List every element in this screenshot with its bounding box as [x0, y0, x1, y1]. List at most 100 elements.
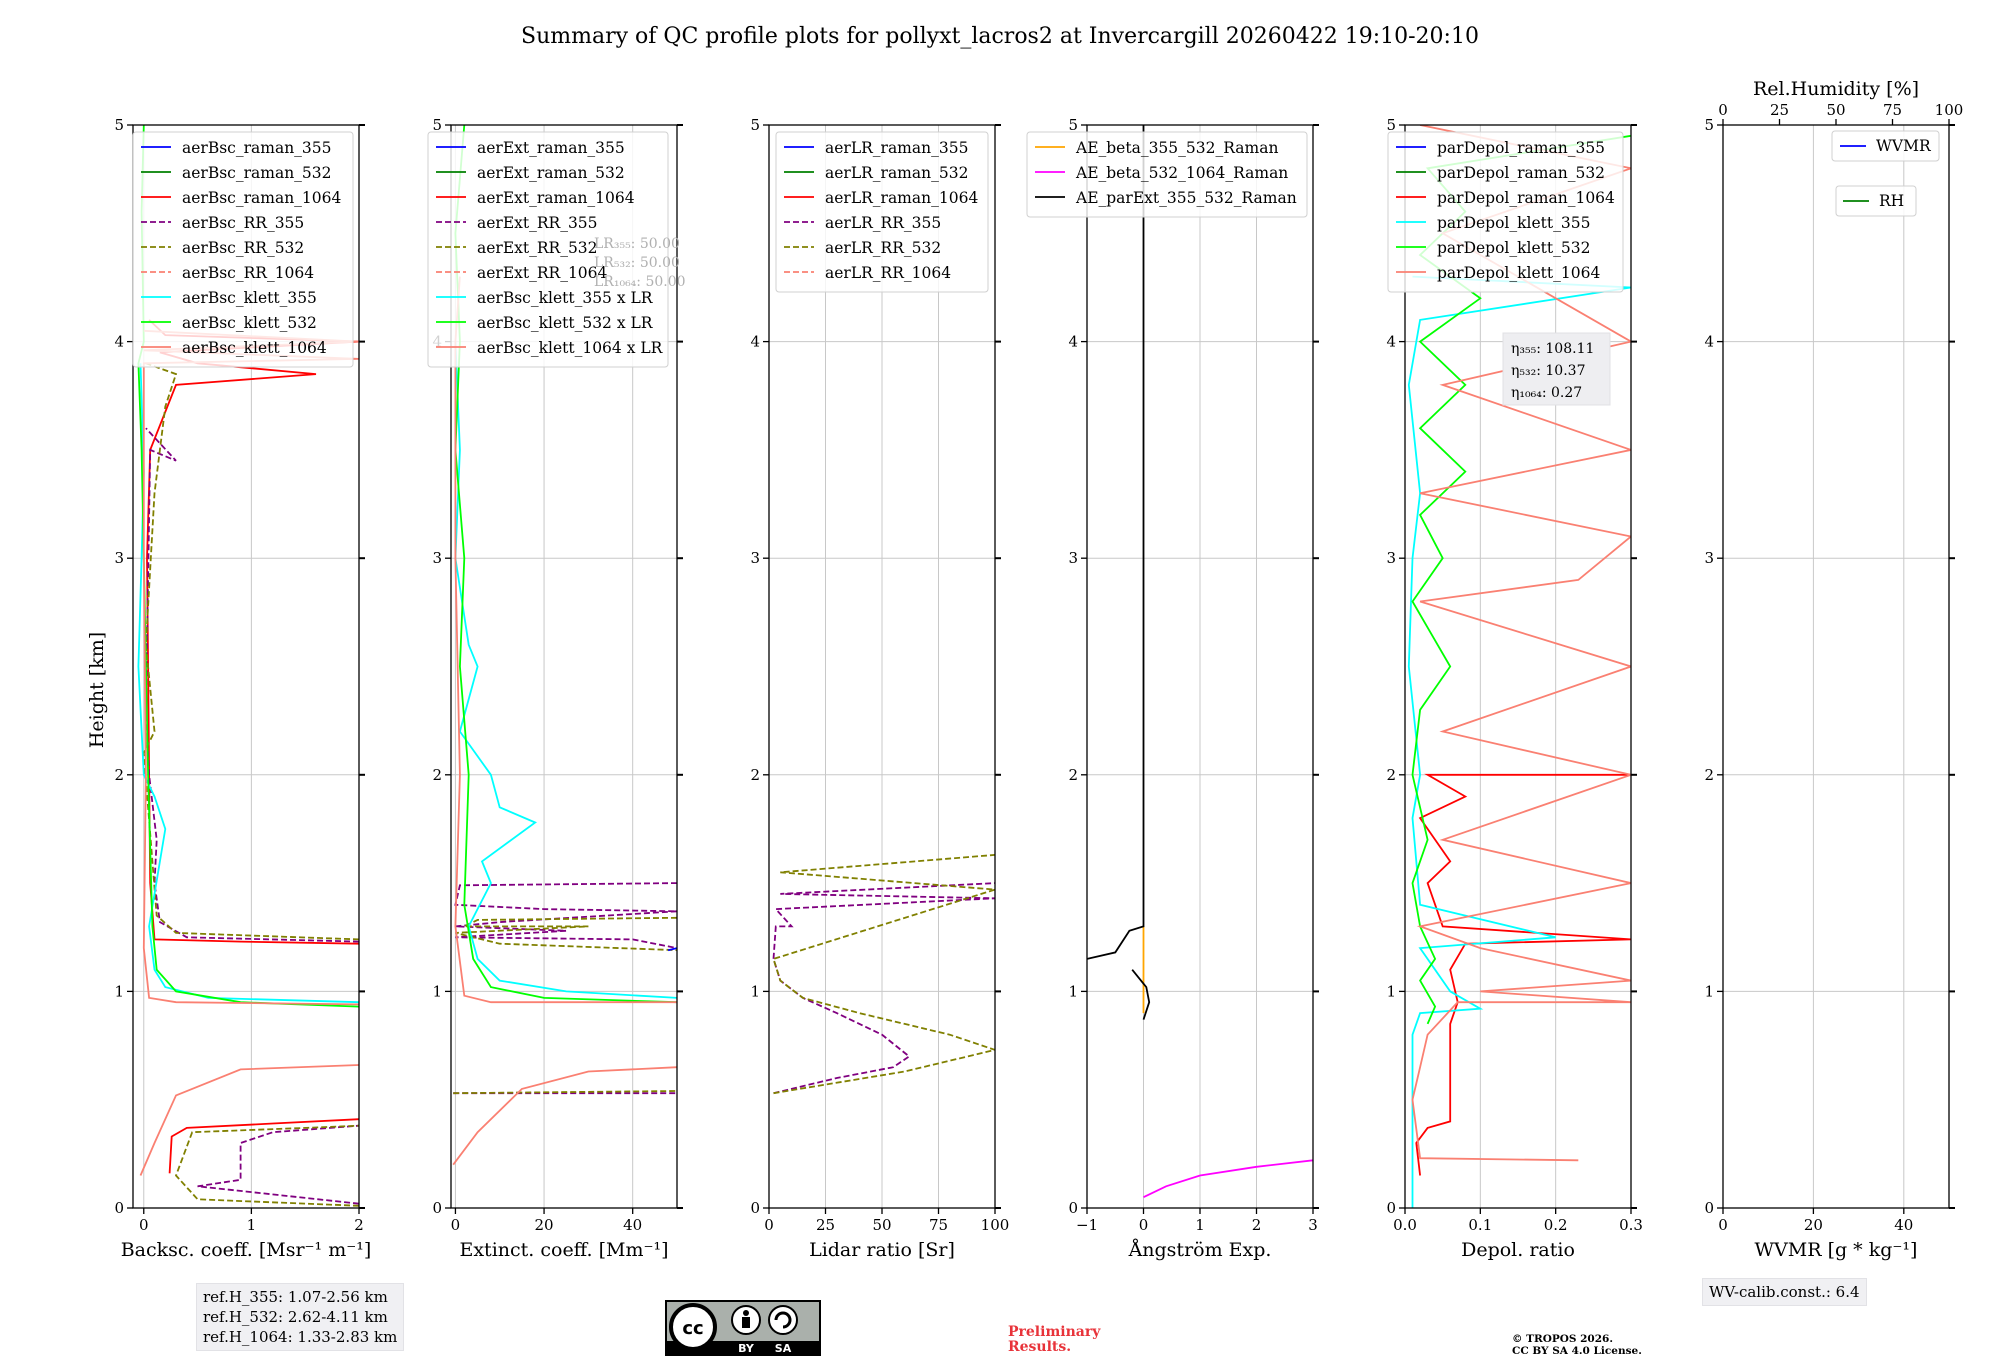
- lr-series-aerLR_RR_355: [772, 882, 995, 1095]
- bsc-xtick-label-0: 0: [139, 1216, 149, 1234]
- panel-bsc: 0 1 2 3 4 5 0 1 2 Backsc. coeff. [Msr⁻¹ m⁻¹] aerBs…: [114, 116, 371, 1261]
- ae-xtick-label-0: −1: [1076, 1216, 1098, 1234]
- lr-legend-label-2: aerLR_raman_1064: [825, 189, 978, 207]
- copyright-line-1: © TROPOS 2026.: [1512, 1333, 1614, 1345]
- depol-ytick-label-2: 2: [1386, 766, 1396, 784]
- depol-legend-label-3: parDepol_klett_355: [1437, 214, 1590, 232]
- bsc-series-aerBsc_RR_532_up: [142, 362, 359, 941]
- preliminary-line-1: Preliminary: [1008, 1324, 1101, 1340]
- ext-x-axis-label: Extinct. coeff. [Mm⁻¹]: [459, 1239, 668, 1261]
- depol-series-parDepol_klett_1064: [1411, 125, 1631, 1162]
- depol-legend-label-2: parDepol_raman_1064: [1437, 189, 1615, 207]
- lr-legend-label-1: aerLR_raman_532: [825, 164, 968, 182]
- ext-legend-label-3: aerExt_RR_355: [477, 214, 598, 232]
- wv-legend-label-rh: RH: [1879, 192, 1904, 210]
- bsc-legend-label-2: aerBsc_raman_1064: [182, 189, 342, 207]
- wv-legend-label-wvmr: WVMR: [1876, 137, 1932, 155]
- ref-height-355: ref.H_355: 1.07-2.56 km: [203, 1288, 388, 1306]
- ext-legend-label-0: aerExt_raman_355: [477, 139, 625, 157]
- lr-legend-label-5: aerLR_RR_1064: [825, 264, 951, 282]
- sa-badge-text: SA: [775, 1342, 792, 1355]
- lr-xtick-label-2: 50: [872, 1216, 891, 1234]
- ae-ytick-label-2: 2: [1068, 766, 1078, 784]
- bsc-series-aerBsc_klett_355: [137, 363, 359, 1004]
- lr-ytick-label-1: 1: [750, 982, 760, 1000]
- ae-legend-label-0: AE_beta_355_532_Raman: [1075, 139, 1278, 157]
- cc-icon: [669, 1303, 717, 1351]
- bsc-legend: aerBsc_raman_355 aerBsc_raman_532 aerBsc_r…: [132, 131, 354, 368]
- ref-height-1064: ref.H_1064: 1.33-2.83 km: [203, 1328, 398, 1346]
- lr-ytick-label-2: 2: [750, 766, 760, 784]
- depol-legend-label-4: parDepol_klett_532: [1437, 239, 1590, 257]
- depol-series-parDepol_klett_355: [1407, 275, 1631, 1208]
- wv-frame: [1722, 124, 1950, 1209]
- lr-ytick-label-5: 5: [750, 116, 760, 134]
- copyright-note: © TROPOS 2026. CC BY SA 4.0 License.: [1512, 1333, 1642, 1357]
- panel-ext: 01234502040Extinct. coeff. [Mm⁻¹]aerExt_…: [427, 116, 686, 1261]
- bsc-legend-label-7: aerBsc_klett_532: [182, 314, 317, 332]
- bsc-ytick-label-2: 2: [114, 766, 124, 784]
- ext-legend-label-7: aerBsc_klett_532 x LR: [477, 314, 654, 332]
- lr-xtick-label-4: 100: [981, 1216, 1010, 1234]
- ext-legend: aerExt_raman_355 aerExt_raman_532 aerExt_r…: [427, 131, 669, 368]
- ref-height-532: ref.H_532: 2.62-4.11 km: [203, 1308, 388, 1326]
- depol-eta-label-0: η₃₅₅: 108.11: [1511, 341, 1594, 357]
- lr-legend: aerLR_raman_355 aerLR_raman_532 aerLR_rama…: [775, 131, 989, 293]
- wv-x-axis-label: WVMR [g * kg⁻¹]: [1755, 1239, 1918, 1261]
- cc-license-badge: cc BY SA: [665, 1300, 821, 1356]
- lr-legend-label-3: aerLR_RR_355: [825, 214, 941, 232]
- sa-share-icon: [768, 1305, 798, 1335]
- ext-ytick-label-2: 2: [432, 766, 442, 784]
- ae-xtick-label-3: 2: [1252, 1216, 1262, 1234]
- lr-x-axis-label: Lidar ratio [Sr]: [809, 1239, 955, 1261]
- depol-legend-box: [1387, 131, 1624, 293]
- ae-legend-label-1: AE_beta_532_1064_Raman: [1075, 164, 1288, 182]
- ext-lr-label-1: LR₅₃₂: 50.00: [594, 255, 680, 271]
- bsc-legend-label-3: aerBsc_RR_355: [182, 214, 304, 232]
- wv-xtick-label-2: 40: [1894, 1216, 1913, 1234]
- lr-legend-box: [775, 131, 989, 293]
- ae-series-AE_parExt_355_532_Raman_a: [1131, 969, 1151, 1020]
- wv-ytick-label-0: 0: [1704, 1199, 1714, 1217]
- depol-x-axis-label: Depol. ratio: [1461, 1239, 1575, 1261]
- ae-xtick-label-1: 0: [1139, 1216, 1149, 1234]
- lr-ytick-label-3: 3: [750, 549, 760, 567]
- ae-series-AE_beta_532_1064_Raman: [1143, 1159, 1313, 1199]
- bsc-series-aerBsc_RR_355_up: [144, 427, 359, 943]
- depol-xtick-label-0: 0.0: [1393, 1216, 1417, 1234]
- wv-top-xtick-label-4: 100: [1935, 101, 1964, 119]
- wv-top-xtick-label-3: 75: [1883, 101, 1902, 119]
- ae-series-group: [1087, 125, 1313, 1199]
- ext-legend-label-2: aerExt_raman_1064: [477, 189, 635, 207]
- wv-top-axis-label: Rel.Humidity [%]: [1753, 78, 1919, 100]
- ext-legend-label-4: aerExt_RR_532: [477, 239, 598, 257]
- ae-legend: AE_beta_355_532_Raman AE_beta_532_1064_Ra…: [1026, 131, 1308, 218]
- bsc-legend-label-0: aerBsc_raman_355: [182, 139, 332, 157]
- lr-series-group: [772, 854, 995, 1095]
- depol-xtick-label-3: 0.3: [1619, 1216, 1643, 1234]
- ae-ytick-label-4: 4: [1068, 333, 1078, 351]
- bsc-ytick-label-5: 5: [114, 116, 124, 134]
- ae-xtick-label-2: 1: [1195, 1216, 1205, 1234]
- wv-xtick-label-0: 0: [1718, 1216, 1728, 1234]
- ext-series-klett1064LR_up: [454, 276, 677, 1004]
- ext-series-klett355LR: [454, 341, 677, 999]
- wv-ytick-label-2: 2: [1704, 766, 1714, 784]
- bsc-series-aerBsc_klett_1064: [139, 1064, 359, 1176]
- bsc-frame: [132, 124, 360, 1209]
- y-axis-label: Height [km]: [86, 632, 108, 748]
- bsc-legend-label-5: aerBsc_RR_1064: [182, 264, 314, 282]
- ae-ytick-label-0: 0: [1068, 1199, 1078, 1217]
- ref-heights-box: ref.H_355: 1.07-2.56 km ref.H_532: 2.62-…: [196, 1283, 405, 1351]
- lr-xtick-label-1: 25: [816, 1216, 835, 1234]
- bsc-ytick-label-1: 1: [114, 982, 124, 1000]
- lr-legend-label-0: aerLR_raman_355: [825, 139, 968, 157]
- bsc-xtick-label-1: 1: [247, 1216, 257, 1234]
- ae-legend-box: [1026, 131, 1308, 218]
- ae-xtick-label-4: 3: [1308, 1216, 1318, 1234]
- depol-legend: parDepol_raman_355 parDepol_raman_532 parD…: [1387, 131, 1624, 293]
- ext-legend-box: [427, 131, 669, 368]
